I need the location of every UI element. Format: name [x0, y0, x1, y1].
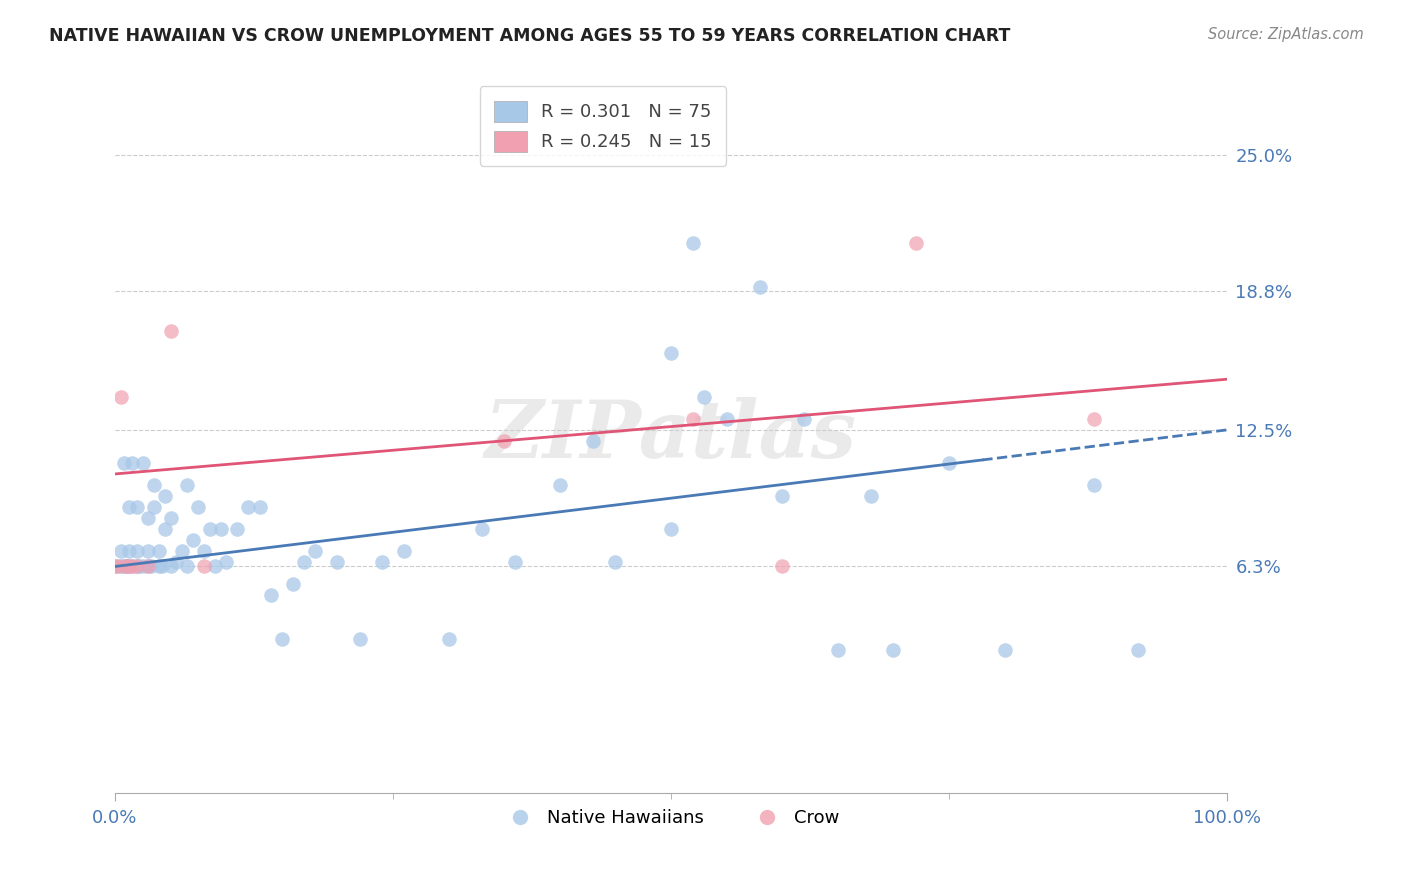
Point	[159, 559, 181, 574]
Point	[193, 544, 215, 558]
Point	[249, 500, 271, 514]
Point	[118, 544, 141, 558]
Point	[110, 559, 132, 574]
Point	[181, 533, 204, 547]
Point	[138, 559, 160, 574]
Point	[682, 235, 704, 250]
Point	[127, 559, 149, 574]
Point	[392, 544, 415, 558]
Point	[326, 555, 349, 569]
Point	[270, 632, 292, 647]
Point	[770, 489, 793, 503]
Point	[110, 544, 132, 558]
Point	[882, 643, 904, 657]
Point	[127, 544, 149, 558]
Text: NATIVE HAWAIIAN VS CROW UNEMPLOYMENT AMONG AGES 55 TO 59 YEARS CORRELATION CHART: NATIVE HAWAIIAN VS CROW UNEMPLOYMENT AMO…	[49, 27, 1011, 45]
Point	[605, 555, 627, 569]
Point	[938, 456, 960, 470]
Point	[104, 559, 127, 574]
Point	[150, 559, 173, 574]
Point	[110, 390, 132, 404]
Point	[659, 522, 682, 536]
Point	[153, 489, 176, 503]
Text: ZIPatlas: ZIPatlas	[485, 397, 858, 475]
Point	[139, 559, 162, 574]
Point	[127, 500, 149, 514]
Point	[793, 412, 815, 426]
Point	[148, 559, 170, 574]
Point	[121, 559, 143, 574]
Point	[292, 555, 315, 569]
Point	[132, 559, 155, 574]
Point	[112, 456, 135, 470]
Point	[176, 559, 198, 574]
Point	[176, 478, 198, 492]
Point	[471, 522, 494, 536]
Point	[153, 522, 176, 536]
Point	[548, 478, 571, 492]
Point	[121, 559, 143, 574]
Point	[238, 500, 260, 514]
Point	[904, 235, 927, 250]
Point	[115, 559, 138, 574]
Point	[749, 279, 772, 293]
Point	[204, 559, 226, 574]
Point	[107, 559, 129, 574]
Point	[505, 555, 527, 569]
Point	[215, 555, 238, 569]
Point	[226, 522, 249, 536]
Point	[260, 588, 283, 602]
Point	[827, 643, 849, 657]
Point	[582, 434, 605, 448]
Point	[115, 559, 138, 574]
Point	[117, 559, 139, 574]
Point	[128, 559, 150, 574]
Point	[159, 511, 181, 525]
Point	[281, 577, 304, 591]
Point	[148, 544, 170, 558]
Point	[104, 559, 127, 574]
Point	[121, 456, 143, 470]
Legend: Native Hawaiians, Crow: Native Hawaiians, Crow	[495, 802, 846, 834]
Point	[187, 500, 209, 514]
Point	[994, 643, 1017, 657]
Point	[138, 559, 160, 574]
Point	[165, 555, 187, 569]
Point	[132, 456, 155, 470]
Point	[209, 522, 232, 536]
Point	[770, 559, 793, 574]
Point	[111, 559, 134, 574]
Point	[716, 412, 738, 426]
Point	[142, 478, 165, 492]
Point	[127, 559, 149, 574]
Point	[1083, 478, 1105, 492]
Point	[860, 489, 883, 503]
Point	[170, 544, 193, 558]
Point	[159, 324, 181, 338]
Point	[494, 434, 516, 448]
Point	[138, 544, 160, 558]
Point	[1083, 412, 1105, 426]
Point	[437, 632, 460, 647]
Point	[118, 500, 141, 514]
Point	[198, 522, 221, 536]
Point	[682, 412, 704, 426]
Point	[349, 632, 371, 647]
Point	[693, 390, 716, 404]
Point	[117, 559, 139, 574]
Point	[193, 559, 215, 574]
Point	[1126, 643, 1149, 657]
Point	[371, 555, 394, 569]
Text: Source: ZipAtlas.com: Source: ZipAtlas.com	[1208, 27, 1364, 42]
Point	[142, 500, 165, 514]
Point	[659, 346, 682, 360]
Point	[138, 511, 160, 525]
Point	[304, 544, 326, 558]
Point	[115, 559, 138, 574]
